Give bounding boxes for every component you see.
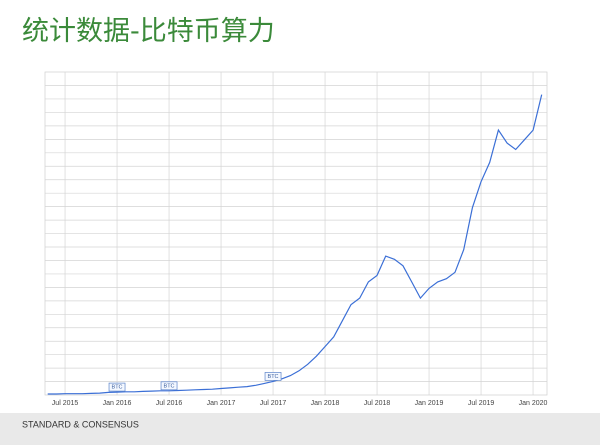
footer-text: STANDARD & CONSENSUS [22, 419, 139, 429]
series-line [47, 94, 543, 395]
annotation-box [160, 381, 178, 391]
annotation-box [108, 382, 126, 392]
x-tick-label: Jul 2017 [260, 400, 287, 407]
annotation: BTC [112, 385, 123, 391]
x-tick-label: Jul 2019 [468, 400, 495, 407]
annotation: BTC [164, 383, 175, 389]
x-tick-label: Jan 2016 [103, 400, 132, 407]
slide-title: 统计数据-比特币算力 [22, 16, 275, 47]
footer-band [0, 413, 600, 445]
annotation-box [264, 372, 282, 381]
x-tick-label: Jan 2018 [311, 400, 340, 407]
annotation: BTC [268, 374, 279, 380]
x-tick-label: Jan 2019 [415, 400, 444, 407]
x-tick-label: Jul 2016 [156, 400, 183, 407]
x-tick-label: Jul 2018 [364, 400, 391, 407]
x-tick-label: Jan 2017 [207, 400, 236, 407]
x-tick-label: Jan 2020 [519, 400, 548, 407]
x-tick-label: Jul 2015 [52, 400, 79, 407]
